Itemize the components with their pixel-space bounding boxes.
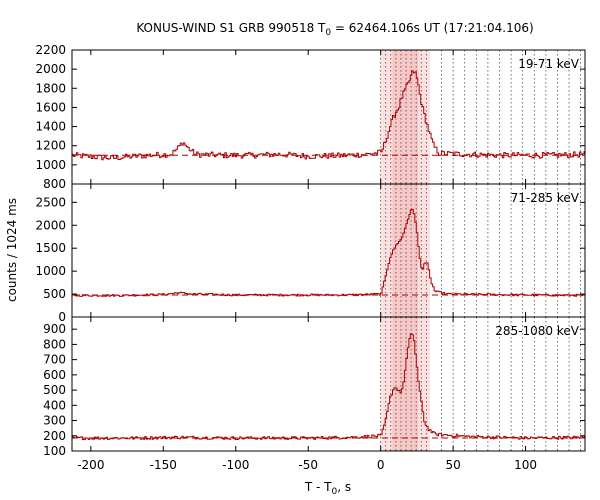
y-tick-label: 1200 [35, 139, 66, 153]
y-tick-label: 800 [43, 337, 66, 351]
y-tick-label: 500 [43, 287, 66, 301]
x-axis-label-subscript: 0 [332, 487, 338, 497]
highlight-interval [392, 317, 419, 451]
y-tick-label: 400 [43, 398, 66, 412]
chart-title-subscript: 0 [325, 28, 331, 38]
y-tick-label: 900 [43, 322, 66, 336]
y-tick-label: 1400 [35, 120, 66, 134]
y-tick-label: 300 [43, 414, 66, 428]
energy-band-label: 71-285 keV [511, 191, 580, 205]
energy-band-label: 19-71 keV [518, 57, 580, 71]
x-tick-label: -200 [77, 458, 104, 472]
y-tick-label: 2500 [35, 195, 66, 209]
y-tick-label: 1500 [35, 241, 66, 255]
y-tick-label: 100 [43, 444, 66, 458]
y-tick-label: 1800 [35, 81, 66, 95]
panel-frame [71, 316, 586, 452]
light-curve [72, 70, 585, 161]
y-tick-label: 500 [43, 383, 66, 397]
x-tick-label: -150 [150, 458, 177, 472]
y-tick-label: 0 [58, 310, 66, 324]
y-tick-label: 700 [43, 353, 66, 367]
x-tick-label: 50 [445, 458, 460, 472]
x-tick-label: -50 [298, 458, 318, 472]
light-curve [72, 208, 585, 297]
y-tick-label: 1600 [35, 100, 66, 114]
y-tick-label: 2000 [35, 62, 66, 76]
panel-frame [71, 183, 586, 318]
panel-frame [71, 49, 586, 185]
y-tick-label: 1000 [35, 158, 66, 172]
x-tick-label: -100 [222, 458, 249, 472]
x-tick-label: 0 [377, 458, 385, 472]
chart-title: KONUS-WIND S1 GRB 990518 T0 = 62464.106s… [136, 21, 533, 38]
y-tick-label: 200 [43, 429, 66, 443]
highlight-interval [392, 50, 419, 184]
x-axis-label: T - T0, s [304, 480, 351, 497]
y-tick-label: 800 [43, 177, 66, 191]
energy-band-label: 285-1080 keV [495, 324, 579, 338]
y-tick-label: 2200 [35, 43, 66, 57]
light-curve [72, 333, 585, 441]
y-axis-label: counts / 1024 ms [5, 198, 19, 302]
y-tick-label: 2000 [35, 218, 66, 232]
y-tick-label: 1000 [35, 264, 66, 278]
panel-71-285: 0 500 1000 1500 2000 2500 71-285 keV [35, 183, 586, 324]
panel-19-71: 800 1000 1200 1400 1600 1800 2000 2200 19-71 keV [35, 43, 586, 191]
y-tick-label: 600 [43, 368, 66, 382]
x-tick-label: 100 [514, 458, 537, 472]
